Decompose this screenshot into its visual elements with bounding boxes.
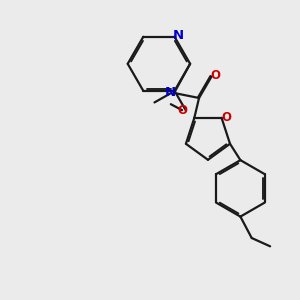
Text: O: O	[177, 103, 187, 117]
Text: O: O	[221, 111, 231, 124]
Text: O: O	[210, 70, 220, 83]
Text: N: N	[172, 29, 184, 42]
Text: N: N	[165, 85, 176, 98]
